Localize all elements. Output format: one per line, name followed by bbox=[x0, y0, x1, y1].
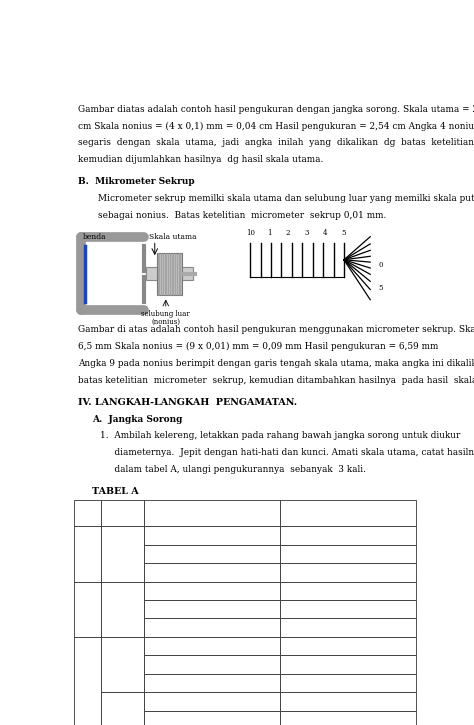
Text: Gambar diatas adalah contoh hasil pengukuran dengan jangka sorong. Skala utama =: Gambar diatas adalah contoh hasil penguk… bbox=[78, 105, 474, 114]
Text: Micrometer sekrup memilki skala utama dan selubung luar yang memilki skala putar: Micrometer sekrup memilki skala utama da… bbox=[98, 194, 474, 203]
Text: benda: benda bbox=[83, 233, 107, 241]
Bar bbox=[280, 618, 416, 637]
Text: .............................. cm: .............................. cm bbox=[188, 605, 277, 613]
Text: .............................. cm: .............................. cm bbox=[188, 679, 277, 687]
Bar bbox=[280, 674, 416, 692]
Bar bbox=[74, 637, 101, 725]
Text: .............. x .............. mm: .............. x .............. mm bbox=[282, 550, 379, 558]
Bar bbox=[74, 526, 101, 581]
Bar bbox=[144, 500, 280, 526]
Text: 3.: 3. bbox=[77, 687, 85, 697]
Text: Potongan Besi: Potongan Besi bbox=[104, 605, 168, 614]
Text: 2: 2 bbox=[285, 229, 290, 238]
Text: selubung luar: selubung luar bbox=[141, 310, 190, 318]
Text: 5: 5 bbox=[342, 229, 346, 238]
Text: .............................. cm: .............................. cm bbox=[188, 587, 277, 594]
Text: Nonius
(x batas ketelitian): Nonius (x batas ketelitian) bbox=[283, 503, 377, 522]
Bar bbox=[144, 674, 280, 692]
Bar bbox=[85, 246, 144, 302]
Text: .............................. cm: .............................. cm bbox=[188, 697, 277, 705]
Text: .............................. cm: .............................. cm bbox=[188, 568, 277, 576]
Text: .............. x .............. mm: .............. x .............. mm bbox=[282, 679, 379, 687]
Text: A.  Jangka Sorong: A. Jangka Sorong bbox=[92, 415, 182, 423]
Bar bbox=[146, 267, 193, 281]
Bar bbox=[101, 526, 144, 581]
Bar bbox=[144, 563, 280, 581]
Text: Cincin
(diameter luar): Cincin (diameter luar) bbox=[104, 655, 172, 674]
Text: .............. x .............. mm: .............. x .............. mm bbox=[282, 624, 379, 631]
Text: .............. x .............. mm: .............. x .............. mm bbox=[282, 531, 379, 539]
Text: (nonius): (nonius) bbox=[151, 318, 180, 326]
Text: diameternya.  Jepit dengan hati-hati dan kunci. Amati skala utama, catat hasilny: diameternya. Jepit dengan hati-hati dan … bbox=[100, 448, 474, 457]
Bar bbox=[144, 637, 280, 655]
Text: .............. x .............. mm: .............. x .............. mm bbox=[282, 587, 379, 594]
Text: 2.: 2. bbox=[77, 605, 85, 614]
Text: 5: 5 bbox=[378, 283, 383, 291]
Text: Kelereng: Kelereng bbox=[104, 550, 144, 558]
Text: kemudian dijumlahkan hasilnya  dg hasil skala utama.: kemudian dijumlahkan hasilnya dg hasil s… bbox=[78, 155, 323, 164]
Bar bbox=[280, 600, 416, 618]
Text: .............................. cm: .............................. cm bbox=[188, 624, 277, 631]
Bar bbox=[144, 710, 280, 725]
Bar bbox=[280, 710, 416, 725]
Bar bbox=[144, 544, 280, 563]
Text: .............. x .............. mm: .............. x .............. mm bbox=[282, 697, 379, 705]
Bar bbox=[280, 544, 416, 563]
Bar bbox=[280, 563, 416, 581]
Bar bbox=[280, 581, 416, 600]
Text: 3: 3 bbox=[304, 229, 309, 238]
Bar bbox=[280, 637, 416, 655]
Bar bbox=[144, 692, 280, 710]
Text: .............................. cm: .............................. cm bbox=[188, 531, 277, 539]
Text: segaris  dengan  skala  utama,  jadi  angka  inilah  yang  dikalikan  dg  batas : segaris dengan skala utama, jadi angka i… bbox=[78, 138, 474, 147]
Text: B.  Mikrometer Sekrup: B. Mikrometer Sekrup bbox=[78, 178, 194, 186]
Text: cm Skala nonius = (4 x 0,1) mm = 0,04 cm Hasil pengukuran = 2,54 cm Angka 4 noni: cm Skala nonius = (4 x 0,1) mm = 0,04 cm… bbox=[78, 122, 474, 130]
Text: Angka 9 pada nonius berimpit dengan garis tengah skala utama, maka angka ini dik: Angka 9 pada nonius berimpit dengan gari… bbox=[78, 359, 474, 368]
Text: .............................. cm: .............................. cm bbox=[188, 716, 277, 724]
Text: TABEL A: TABEL A bbox=[92, 487, 139, 497]
Text: .............................. cm: .............................. cm bbox=[188, 550, 277, 558]
Bar bbox=[74, 500, 101, 526]
Bar bbox=[101, 581, 144, 637]
Bar bbox=[280, 692, 416, 710]
Bar bbox=[144, 618, 280, 637]
Text: Skala Utama: Skala Utama bbox=[146, 503, 210, 512]
Text: Cincin
(diameter luar): Cincin (diameter luar) bbox=[104, 710, 172, 725]
Text: 0: 0 bbox=[378, 261, 383, 270]
Bar bbox=[280, 526, 416, 544]
Text: Gambar di atas adalah contoh hasil pengukuran menggunakan micrometer sekrup. Ska: Gambar di atas adalah contoh hasil pengu… bbox=[78, 326, 474, 334]
Bar bbox=[280, 655, 416, 674]
Bar bbox=[101, 500, 144, 526]
Text: .............. x .............. mm: .............. x .............. mm bbox=[282, 660, 379, 668]
Text: batas ketelitian  micrometer  sekrup, kemudian ditambahkan hasilnya  pada hasil : batas ketelitian micrometer sekrup, kemu… bbox=[78, 376, 474, 385]
Text: IV. LANGKAH-LANGKAH  PENGAMATAN.: IV. LANGKAH-LANGKAH PENGAMATAN. bbox=[78, 398, 297, 407]
Text: No: No bbox=[77, 503, 91, 512]
Bar bbox=[156, 252, 182, 295]
Text: .............. x .............. mm: .............. x .............. mm bbox=[282, 642, 379, 650]
Text: Skala utama: Skala utama bbox=[149, 233, 197, 241]
Text: .............................. cm: .............................. cm bbox=[188, 660, 277, 668]
Bar bbox=[144, 526, 280, 544]
Text: Benda: Benda bbox=[104, 503, 136, 512]
Text: .............................. cm: .............................. cm bbox=[188, 642, 277, 650]
Bar bbox=[101, 692, 144, 725]
Bar bbox=[280, 500, 416, 526]
Text: .............. x .............. mm: .............. x .............. mm bbox=[282, 568, 379, 576]
Bar bbox=[144, 655, 280, 674]
Bar bbox=[74, 581, 101, 637]
Bar bbox=[144, 581, 280, 600]
Text: .............. x .............. mm: .............. x .............. mm bbox=[282, 605, 379, 613]
Text: 4: 4 bbox=[323, 229, 328, 238]
Text: 1.  Ambilah kelereng, letakkan pada rahang bawah jangka sorong untuk diukur: 1. Ambilah kelereng, letakkan pada rahan… bbox=[100, 431, 460, 441]
Text: .............. x .............. mm: .............. x .............. mm bbox=[282, 716, 379, 724]
Text: 10: 10 bbox=[246, 229, 255, 238]
Bar bbox=[101, 637, 144, 692]
Text: sebagai nonius.  Batas ketelitian  micrometer  sekrup 0,01 mm.: sebagai nonius. Batas ketelitian microme… bbox=[98, 211, 386, 220]
Text: dalam tabel A, ulangi pengukurannya  sebanyak  3 kali.: dalam tabel A, ulangi pengukurannya seba… bbox=[100, 465, 365, 474]
Bar bbox=[144, 600, 280, 618]
Text: 1: 1 bbox=[267, 229, 271, 238]
Text: 1.: 1. bbox=[77, 550, 85, 558]
Text: 6,5 mm Skala nonius = (9 x 0,01) mm = 0,09 mm Hasil pengukuran = 6,59 mm: 6,5 mm Skala nonius = (9 x 0,01) mm = 0,… bbox=[78, 342, 438, 351]
